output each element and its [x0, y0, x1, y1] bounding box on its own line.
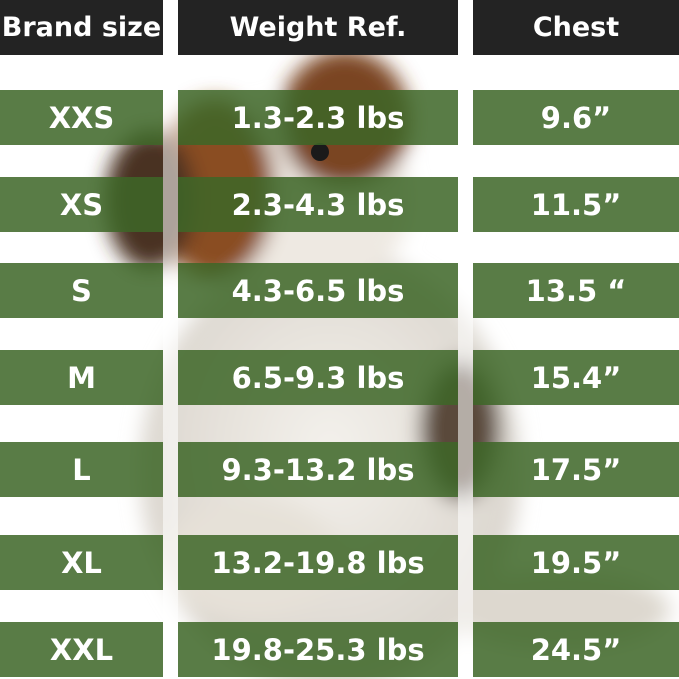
- weight-cell: 19.8-25.3 lbs: [178, 622, 458, 677]
- header-weight-ref: Weight Ref.: [178, 0, 458, 55]
- size-cell: S: [0, 263, 163, 318]
- weight-cell: 2.3-4.3 lbs: [178, 177, 458, 232]
- chest-cell: 11.5”: [473, 177, 679, 232]
- header-chest: Chest: [473, 0, 679, 55]
- chest-cell: 15.4”: [473, 350, 679, 405]
- weight-cell: 4.3-6.5 lbs: [178, 263, 458, 318]
- column-divider: [163, 0, 178, 679]
- size-cell: XXS: [0, 90, 163, 145]
- chest-cell: 19.5”: [473, 535, 679, 590]
- weight-cell: 1.3-2.3 lbs: [178, 90, 458, 145]
- header-brand-size: Brand size: [0, 0, 163, 55]
- size-cell: XXL: [0, 622, 163, 677]
- chest-cell: 9.6”: [473, 90, 679, 145]
- size-cell: XS: [0, 177, 163, 232]
- chest-cell: 17.5”: [473, 442, 679, 497]
- chest-cell: 13.5 “: [473, 263, 679, 318]
- size-cell: L: [0, 442, 163, 497]
- weight-cell: 6.5-9.3 lbs: [178, 350, 458, 405]
- weight-cell: 13.2-19.8 lbs: [178, 535, 458, 590]
- size-cell: XL: [0, 535, 163, 590]
- chest-cell: 24.5”: [473, 622, 679, 677]
- weight-cell: 9.3-13.2 lbs: [178, 442, 458, 497]
- column-divider: [458, 0, 473, 679]
- size-cell: M: [0, 350, 163, 405]
